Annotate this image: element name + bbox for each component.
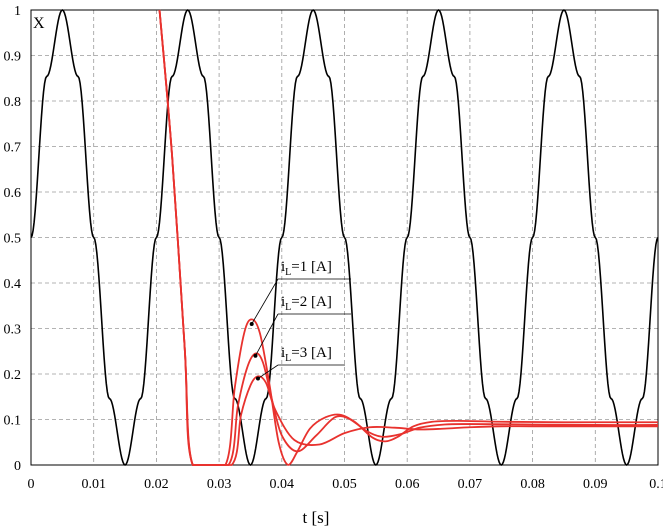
annotations: iL=1 [A] iL=2 [A] iL=3 [A] <box>249 259 351 381</box>
annotation-arrowhead <box>249 321 254 326</box>
annotation-arrow <box>257 364 279 379</box>
x-tick-label: 0.04 <box>270 477 295 492</box>
y-tick-label: 0.5 <box>4 232 22 247</box>
y-tick-label: 0 <box>14 459 21 474</box>
response-series-line-3 <box>158 9 658 466</box>
annotation-text: iL=2 [A] <box>281 294 332 313</box>
y-axis-label: X <box>33 15 45 32</box>
x-tick-label: 0.02 <box>144 477 169 492</box>
y-tick-label: 0.6 <box>4 186 22 201</box>
x-tick-labels: 0 0.01 0.02 0.03 0.04 0.05 0.06 0.07 0.08 0.09 0.1 <box>28 477 663 492</box>
x-tick-label: 0.1 <box>649 477 663 492</box>
annotation-text: iL=3 [A] <box>281 345 332 364</box>
y-tick-label: 0.3 <box>4 323 22 338</box>
y-tick-labels: 0 0.1 0.2 0.3 0.4 0.5 0.6 0.7 0.8 0.9 1 <box>4 4 22 474</box>
y-tick-label: 0.9 <box>4 50 22 65</box>
y-tick-label: 0.7 <box>4 141 22 156</box>
annotation-label: iL=2 [A] <box>253 294 351 358</box>
annotation-arrow <box>251 278 279 325</box>
reference-series-line <box>30 9 659 466</box>
x-tick-label: 0.01 <box>81 477 106 492</box>
x-tick-label: 0.07 <box>458 477 483 492</box>
annotation-text: iL=1 [A] <box>281 259 332 278</box>
y-tick-label: 0.2 <box>4 368 22 383</box>
annotation-arrow <box>255 313 279 356</box>
x-tick-label: 0.08 <box>520 477 545 492</box>
x-tick-label: 0.06 <box>395 477 420 492</box>
annotation-arrowhead <box>255 376 260 381</box>
y-tick-label: 0.4 <box>4 277 22 292</box>
x-tick-label: 0.03 <box>207 477 232 492</box>
x-tick-label: 0.05 <box>332 477 357 492</box>
x-axis-label: t [s] <box>303 508 330 527</box>
annotation-label: iL=3 [A] <box>255 345 345 381</box>
y-tick-label: 1 <box>14 4 21 19</box>
x-tick-label: 0.09 <box>583 477 608 492</box>
x-tick-label: 0 <box>28 477 35 492</box>
y-tick-label: 0.8 <box>4 95 22 110</box>
annotation-label: iL=1 [A] <box>249 259 351 326</box>
y-tick-label: 0.1 <box>4 414 22 429</box>
annotation-arrowhead <box>253 353 258 358</box>
series-group <box>30 9 659 466</box>
